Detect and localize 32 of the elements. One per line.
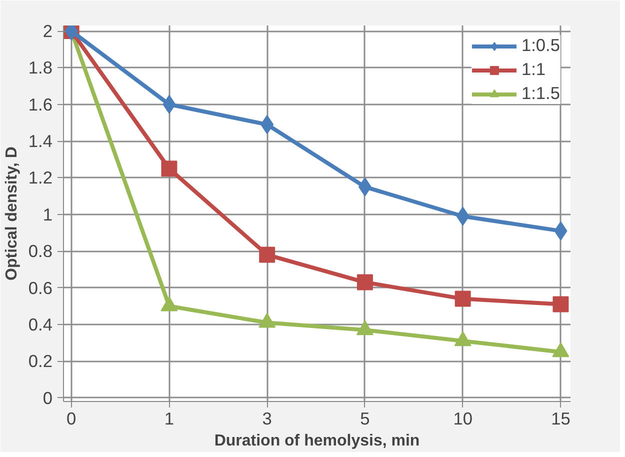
- y-axis-title: Optical density, D: [3, 146, 20, 280]
- y-tick-label: 1.4: [28, 131, 53, 152]
- x-axis-title: Duration of hemolysis, min: [214, 432, 420, 450]
- x-tick-label: 5: [360, 408, 370, 428]
- point: [356, 274, 373, 290]
- legend-label: 1:1: [521, 59, 546, 80]
- point: [356, 320, 374, 336]
- x-tick-label: 1: [164, 408, 174, 428]
- y-tick-label: 0: [42, 388, 53, 408]
- x-tick-label: 3: [262, 408, 272, 428]
- y-tick-label: 0.8: [28, 241, 53, 262]
- y-tick-label: 2: [42, 21, 53, 41]
- point: [160, 296, 178, 312]
- x-tick-label: 0: [66, 408, 76, 428]
- point: [454, 290, 471, 307]
- y-tick-label: 0.2: [28, 351, 53, 372]
- point: [258, 312, 276, 328]
- y-tick-label: 1.8: [28, 58, 53, 78]
- point: [161, 160, 178, 177]
- y-tick-label: 0.6: [28, 278, 53, 298]
- legend-label: 1:1.5: [521, 83, 560, 104]
- legend-label: 1:0.5: [521, 35, 560, 56]
- y-tick-label: 1.2: [28, 168, 53, 188]
- point: [454, 331, 472, 346]
- y-tick-label: 0.4: [28, 314, 53, 334]
- point: [259, 246, 276, 263]
- x-tick-label: 15: [551, 408, 570, 428]
- point: [552, 296, 569, 312]
- point: [552, 342, 570, 358]
- y-tick-label: 1: [42, 204, 53, 224]
- y-tick-label: 1.6: [28, 94, 53, 114]
- x-tick-label: 10: [453, 408, 472, 428]
